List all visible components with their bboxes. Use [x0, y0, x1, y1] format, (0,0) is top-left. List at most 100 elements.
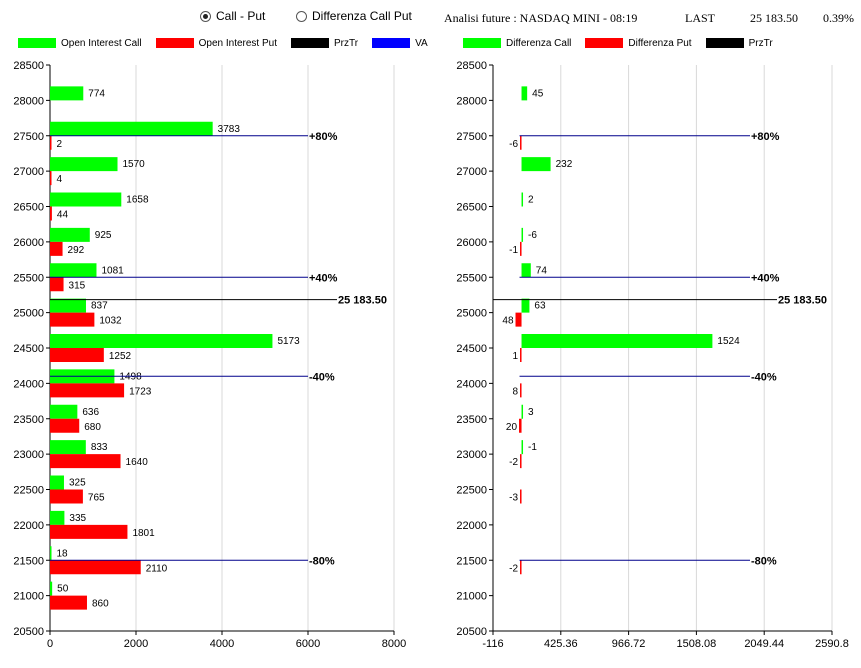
- right-y-tick-label: 24000: [456, 378, 487, 390]
- right-bar-call: [521, 157, 551, 172]
- left-bar-put: [50, 454, 121, 469]
- left-bar-call-label: 636: [82, 407, 99, 418]
- right-bar-put: [520, 348, 522, 362]
- left-y-tick-label: 27000: [13, 166, 44, 178]
- legend-label: VA: [415, 37, 428, 49]
- left-x-tick-label: 2000: [124, 638, 148, 650]
- legend-item[interactable]: PrzTr: [291, 38, 358, 49]
- left-bar-call: [50, 298, 86, 313]
- right-y-tick-label: 26500: [456, 202, 487, 214]
- left-y-tick-label: 26000: [13, 237, 44, 249]
- radio-selected-icon[interactable]: [200, 10, 211, 22]
- legend-item[interactable]: PrzTr: [705, 37, 773, 49]
- right-bar-put: [519, 418, 522, 433]
- left-bar-put: [50, 348, 104, 362]
- left-bar-call-label: 837: [91, 301, 108, 312]
- legend-label: Differenza Call: [506, 37, 572, 49]
- left-y-tick-label: 28000: [13, 95, 44, 107]
- left-bar-call: [50, 86, 84, 101]
- right-bar-put: [520, 135, 522, 150]
- left-y-tick-label: 23500: [13, 414, 44, 426]
- right-bar-put-label: -6: [509, 139, 518, 150]
- left-y-tick-label: 24500: [13, 343, 44, 355]
- left-x-tick-label: 8000: [382, 638, 406, 650]
- left-y-tick-label: 22500: [13, 485, 44, 497]
- right-bar-call-label: 2: [528, 195, 534, 206]
- right-bar-put-label: 48: [502, 316, 514, 327]
- left-y-tick-label: 24000: [13, 378, 44, 390]
- right-bar-put-label: 20: [506, 422, 518, 433]
- left-bar-call-label: 833: [91, 442, 108, 453]
- right-x-tick-label: 2049.44: [744, 638, 784, 650]
- right-bar-put-label: -3: [509, 493, 518, 504]
- left-bar-put-label: 860: [92, 599, 109, 610]
- left-bar-put: [50, 171, 52, 186]
- left-y-tick-label: 28500: [13, 60, 44, 72]
- left-bar-put: [50, 418, 80, 433]
- left-bar-call-label: 325: [69, 478, 86, 489]
- right-bar-call-label: 232: [556, 159, 573, 170]
- left-bar-call-label: 1081: [101, 265, 124, 276]
- radio-differenza[interactable]: Differenza Call Put: [296, 8, 412, 24]
- right-y-tick-label: 20500: [456, 626, 487, 638]
- right-bar-call: [521, 404, 524, 419]
- left-bar-call-label: 1498: [119, 371, 142, 382]
- left-bar-call: [50, 475, 64, 490]
- left-bar-call-label: 5173: [277, 336, 300, 347]
- right-bar-call-label: -6: [528, 230, 537, 241]
- right-y-tick-label: 27500: [456, 131, 487, 143]
- right-bar-put-label: -2: [509, 457, 518, 468]
- left-bar-put-label: 1801: [132, 528, 155, 539]
- right-bar-put-label: -1: [509, 245, 518, 256]
- right-y-tick-label: 26000: [456, 237, 487, 249]
- right-bar-call: [521, 298, 530, 313]
- right-x-tick-label: 966.72: [612, 638, 646, 650]
- left-bar-call: [50, 192, 122, 207]
- left-bar-put: [50, 206, 52, 221]
- left-bar-put-label: 1252: [109, 351, 132, 362]
- legend-label: PrzTr: [748, 37, 773, 49]
- left-bar-put: [50, 241, 63, 256]
- right-bar-call-label: 45: [532, 88, 544, 99]
- legend-item[interactable]: VA: [372, 38, 428, 49]
- right-bar-put-label: 1: [512, 351, 518, 362]
- radio-call-put[interactable]: Call - Put: [200, 8, 265, 24]
- left-va-label: -40%: [309, 371, 335, 383]
- left-bar-call: [50, 157, 118, 172]
- right-y-tick-label: 22000: [456, 520, 487, 532]
- right-y-tick-label: 28000: [456, 95, 487, 107]
- right-bar-call: [521, 334, 713, 348]
- left-bar-call: [50, 546, 52, 561]
- left-bar-put: [50, 135, 52, 150]
- header: Call - Put Differenza Call Put Analisi f…: [0, 0, 861, 30]
- legend-item[interactable]: Open Interest Call: [18, 38, 142, 49]
- left-bar-put-label: 4: [57, 174, 63, 185]
- left-bar-put: [50, 560, 141, 575]
- legend-swatch: [463, 38, 501, 48]
- legend-label: Open Interest Call: [61, 37, 142, 49]
- legend-swatch: [372, 38, 411, 48]
- left-bar-put: [50, 312, 95, 327]
- right-y-tick-label: 23500: [456, 414, 487, 426]
- right-bar-put: [520, 383, 522, 398]
- right-bar-put: [520, 560, 522, 575]
- legend-right: Differenza Call Differenza Put PrzTr: [463, 36, 787, 50]
- left-bar-call-label: 18: [57, 548, 69, 559]
- left-bar-call: [50, 263, 97, 278]
- right-y-tick-label: 22500: [456, 485, 487, 497]
- legend-swatch: [585, 38, 624, 48]
- radio-unselected-icon[interactable]: [296, 10, 307, 22]
- left-bar-call-label: 335: [69, 513, 86, 524]
- left-bar-call: [50, 227, 90, 242]
- right-bar-put-label: -2: [509, 563, 518, 574]
- right-x-tick-label: 1508.08: [677, 638, 717, 650]
- right-x-tick-label: -116: [482, 638, 503, 650]
- legend-item[interactable]: Differenza Call: [463, 38, 571, 49]
- legend-item[interactable]: Open Interest Put: [155, 38, 277, 49]
- right-y-tick-label: 28500: [456, 60, 487, 72]
- left-bar-put-label: 292: [68, 245, 85, 256]
- left-y-tick-label: 23000: [13, 449, 44, 461]
- legend-item[interactable]: Differenza Put: [585, 38, 692, 49]
- right-bar-call-label: 1524: [717, 336, 740, 347]
